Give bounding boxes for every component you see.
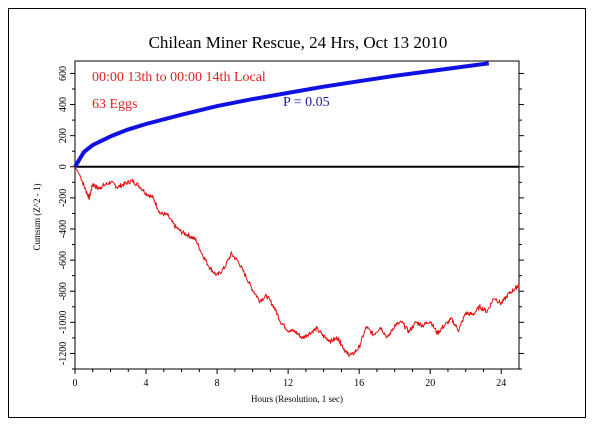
chart-title: Chilean Miner Rescue, 24 Hrs, Oct 13 201…: [149, 33, 448, 52]
annotation-egg-count: 63 Eggs: [92, 97, 138, 112]
probability-envelope-line: [73, 61, 490, 168]
y-tick-label: 0: [58, 164, 69, 169]
chart-frame: [8, 8, 586, 418]
x-tick-label: 24: [496, 378, 506, 389]
y-tick-label: -1200: [58, 342, 69, 365]
y-tick-label: 400: [58, 97, 69, 112]
plot-area: 0 4 8 12 16 20 24 600 400 200 0 -200 -400 -600 -800 -10…: [58, 60, 524, 389]
x-tick-label: 12: [283, 378, 293, 389]
x-tick-label: 16: [354, 378, 364, 389]
y-tick-label: 200: [58, 128, 69, 143]
y-tick-label: -200: [58, 189, 69, 207]
cumulative-deviation-line: [74, 166, 520, 357]
x-axis-label: Hours (Resolution, 1 sec): [251, 394, 343, 404]
x-tick-label: 0: [73, 378, 78, 389]
plot-border: [74, 60, 520, 370]
y-axis-label: Cumsum (Z^2 - 1): [32, 184, 42, 251]
annotation-time-range: 00:00 13th to 00:00 14th Local: [92, 70, 266, 85]
x-tick-label: 8: [215, 378, 220, 389]
y-tick-label: -600: [58, 251, 69, 269]
y-tick-label: -800: [58, 282, 69, 300]
y-tick-label: -400: [58, 220, 69, 238]
y-tick-label: 600: [58, 66, 69, 81]
x-tick-label: 4: [144, 378, 149, 389]
x-tick-label: 20: [425, 378, 435, 389]
annotation-probability: P = 0.05: [283, 95, 330, 110]
y-tick-label: -1000: [58, 311, 69, 334]
